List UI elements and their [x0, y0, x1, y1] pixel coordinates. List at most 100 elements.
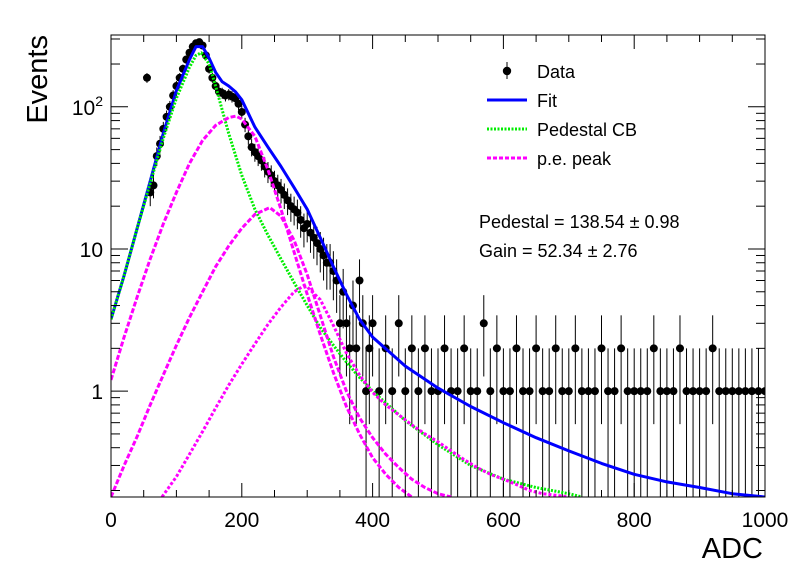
- data-point: [623, 387, 632, 396]
- data-point: [682, 387, 691, 396]
- plot-area: [111, 38, 765, 497]
- x-tick-label: 1000: [742, 509, 789, 532]
- data-point: [401, 387, 410, 396]
- data-point: [368, 319, 377, 328]
- data-point: [558, 387, 567, 396]
- data-point: [303, 219, 312, 228]
- data-point: [293, 208, 302, 217]
- data-point: [584, 387, 593, 396]
- data-point: [643, 387, 652, 396]
- data-point: [407, 344, 416, 353]
- data-point: [414, 387, 423, 396]
- fit-curve: [111, 45, 765, 497]
- data-point: [319, 251, 328, 260]
- data-point: [352, 344, 361, 353]
- data-point: [420, 344, 429, 353]
- data-point: [610, 387, 619, 396]
- data-point: [617, 344, 626, 353]
- y-tick-label: 102: [72, 93, 103, 120]
- data-point: [525, 387, 534, 396]
- x-tick-label: 0: [105, 509, 117, 532]
- x-axis-title: ADC: [702, 533, 763, 565]
- data-point: [571, 344, 580, 353]
- data-point: [142, 73, 151, 82]
- data-point: [316, 244, 325, 253]
- data-point: [551, 344, 560, 353]
- data-point: [721, 387, 730, 396]
- data-point: [479, 319, 488, 328]
- y-tick-label: 10: [80, 239, 103, 262]
- data-point: [669, 387, 678, 396]
- data-point: [492, 344, 501, 353]
- data-point: [355, 276, 364, 285]
- data-point: [313, 239, 322, 248]
- data-point: [283, 196, 292, 205]
- axes: 0 200 400 600 800 1000 1 10 102: [72, 35, 789, 532]
- data-point: [234, 99, 243, 108]
- data-point: [394, 319, 403, 328]
- data-point: [695, 387, 704, 396]
- data-point: [505, 387, 514, 396]
- data-point: [590, 387, 599, 396]
- data-point: [597, 344, 606, 353]
- data-point: [335, 319, 344, 328]
- legend-data-marker: [502, 66, 512, 76]
- data-point: [689, 387, 698, 396]
- data-point: [499, 387, 508, 396]
- data-point: [662, 387, 671, 396]
- data-point: [342, 319, 351, 328]
- data-point: [649, 344, 658, 353]
- data-point: [473, 387, 482, 396]
- data-point: [636, 387, 645, 396]
- data-point: [630, 387, 639, 396]
- data-point: [365, 344, 374, 353]
- annotation-gain: Gain = 52.34 ± 2.76: [479, 241, 638, 261]
- data-point: [486, 387, 495, 396]
- data-point: [715, 387, 724, 396]
- data-point: [564, 387, 573, 396]
- x-tick-label: 200: [224, 509, 259, 532]
- pe-peak-curve: [160, 284, 569, 497]
- data-point: [388, 387, 397, 396]
- data-point: [708, 344, 717, 353]
- data-point: [702, 387, 711, 396]
- data-point: [453, 387, 462, 396]
- data-point: [656, 387, 665, 396]
- data-point: [519, 387, 528, 396]
- legend-label-pe: p.e. peak: [537, 149, 612, 169]
- data-point: [237, 107, 246, 116]
- data-point: [440, 344, 449, 353]
- data-point: [460, 344, 469, 353]
- data-point: [538, 387, 547, 396]
- data-point: [466, 387, 475, 396]
- data-point: [675, 344, 684, 353]
- data-point: [532, 344, 541, 353]
- data-point: [577, 387, 586, 396]
- x-tick-label: 600: [486, 509, 521, 532]
- data-point: [728, 387, 737, 396]
- data-point: [545, 387, 554, 396]
- data-point: [375, 387, 384, 396]
- legend-label-data: Data: [537, 62, 576, 82]
- y-tick-label: 1: [91, 381, 103, 404]
- data-point: [345, 344, 354, 353]
- pe-peak-curve: [111, 114, 413, 497]
- legend-label-fit: Fit: [537, 91, 557, 111]
- data-point: [427, 387, 436, 396]
- data-point: [362, 387, 371, 396]
- legend-label-pedestal: Pedestal CB: [537, 120, 637, 140]
- pe-peak-curve: [111, 206, 452, 497]
- data-point: [512, 344, 521, 353]
- data-point: [296, 215, 305, 224]
- y-axis-title: Events: [22, 35, 54, 124]
- x-tick-label: 400: [355, 509, 390, 532]
- annotation-pedestal: Pedestal = 138.54 ± 0.98: [479, 212, 680, 232]
- data-point: [734, 387, 743, 396]
- x-tick-label: 800: [617, 509, 652, 532]
- data-point: [604, 387, 613, 396]
- data-point: [244, 132, 253, 141]
- legend: Data Fit Pedestal CB p.e. peak: [487, 62, 637, 169]
- data-point: [741, 387, 750, 396]
